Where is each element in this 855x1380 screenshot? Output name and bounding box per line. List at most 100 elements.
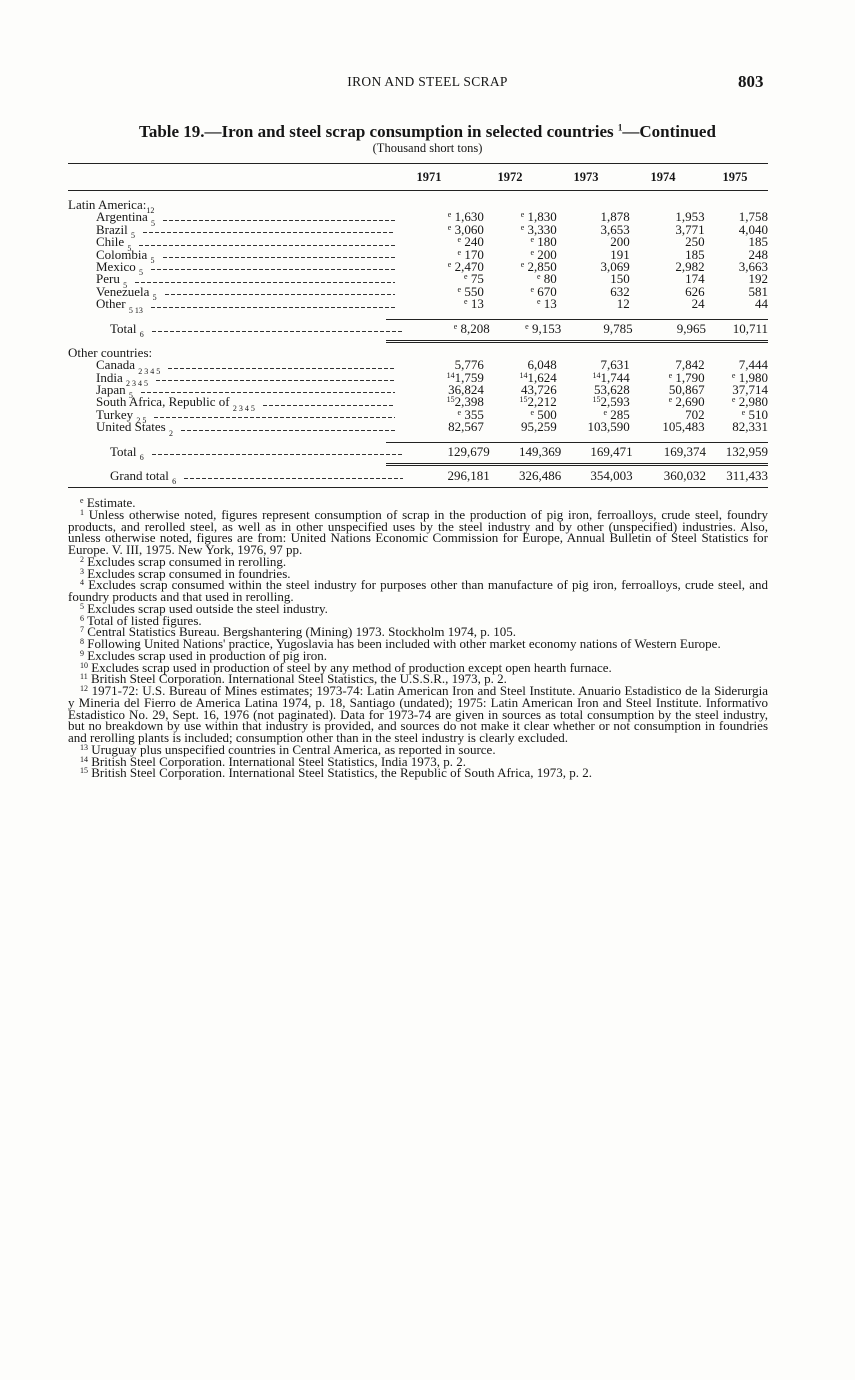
value-cell: 3,771 xyxy=(630,223,704,236)
row-label: Japan 5 xyxy=(68,382,401,400)
cell-note: e xyxy=(536,272,541,282)
cell-value: 500 xyxy=(537,406,557,422)
section-heading: Latin America: 12 xyxy=(68,196,768,216)
footnote-mark: 7 xyxy=(80,625,84,635)
cell-note: e xyxy=(447,259,452,269)
cell-value: 6,048 xyxy=(527,357,557,373)
dot-leader xyxy=(163,219,396,221)
cell-value: 169,374 xyxy=(663,443,706,459)
data-table: 1971 1972 1973 1974 1975 Latin America: 12 Arge… xyxy=(68,163,768,489)
footnote: 12 1971-72: U.S. Bureau of Mines estimat… xyxy=(68,684,768,744)
cell-value: 174 xyxy=(685,271,705,287)
value-cell: 185 xyxy=(705,235,768,248)
cell-value: 1,878 xyxy=(600,209,630,225)
column-header-1972: 1972 xyxy=(497,169,523,184)
footnote-mark: 13 xyxy=(80,742,88,752)
table-header-row: 1971 1972 1973 1974 1975 xyxy=(68,164,768,190)
cell-value: 129,679 xyxy=(447,443,490,459)
value-cell: 3,069 xyxy=(557,258,630,274)
row-label: Total 6 xyxy=(68,321,409,338)
footnote-text: Excludes scrap consumed within the steel… xyxy=(68,577,769,604)
cell-note: e xyxy=(530,235,535,245)
row-label-text: Turkey xyxy=(96,406,134,422)
dot-leader xyxy=(164,294,396,296)
cell-value: 632 xyxy=(610,283,630,299)
cell-note: e xyxy=(520,210,525,220)
cell-note: e xyxy=(464,272,468,282)
row-label-text: Brazil xyxy=(96,221,128,237)
section-heading: Other countries: xyxy=(68,346,768,359)
footnote-text: Excludes scrap used in production of ste… xyxy=(91,659,612,675)
row-label-text: Japan xyxy=(96,382,126,398)
cell-value: 2,212 xyxy=(527,394,557,410)
cell-value: 82,567 xyxy=(448,419,484,435)
value-cell: 82,567 xyxy=(401,419,484,435)
footnote-text: Uruguay plus unspecified countries in Ce… xyxy=(91,741,496,757)
value-cell: 3,663 xyxy=(705,258,768,274)
table-row: Japan 5 36,824 43,726 53,628 50,867 37,714 xyxy=(68,382,768,400)
header-rule xyxy=(68,190,768,191)
cell-note: e xyxy=(530,407,535,417)
value-cell: e 550 xyxy=(401,285,484,298)
table-row: Other 5 13 e 13 e 13 12 24 44 xyxy=(68,296,768,314)
cell-value: 1,758 xyxy=(738,209,768,225)
cell-note: 14 xyxy=(519,370,528,380)
cell-value: 296,181 xyxy=(447,468,490,484)
footnote-text: Unless otherwise noted, figures represen… xyxy=(68,506,768,557)
page-number: 803 xyxy=(738,72,764,91)
value-cell: 152,593 xyxy=(557,395,630,408)
value-cell: 360,032 xyxy=(633,469,706,482)
cell-value: 3,069 xyxy=(600,258,630,274)
value-cell: 169,471 xyxy=(561,443,633,459)
cell-value: 240 xyxy=(464,234,484,250)
value-cell: e 2,980 xyxy=(705,395,768,408)
value-cell: 12 xyxy=(557,297,630,310)
total-double-rule xyxy=(386,463,768,467)
cell-note: e xyxy=(464,297,468,307)
value-cell: 250 xyxy=(630,235,705,248)
value-cell: 152,212 xyxy=(484,394,557,410)
value-cell: e 355 xyxy=(401,408,484,421)
section-heading-label: Latin America: 12 xyxy=(68,196,155,216)
cell-value: 1,744 xyxy=(600,369,630,385)
value-cell: e 670 xyxy=(484,285,556,298)
row-label: Mexico 5 xyxy=(68,260,401,277)
cell-value: 169,471 xyxy=(590,443,633,459)
value-cell: 141,624 xyxy=(484,370,557,384)
spacer xyxy=(68,191,768,199)
cell-value: 2,690 xyxy=(675,394,705,410)
cell-value: 354,003 xyxy=(590,468,633,484)
footnote: 2 Excludes scrap consumed in rerolling. xyxy=(68,555,768,568)
dot-leader xyxy=(184,478,403,480)
cell-value: 53,628 xyxy=(594,382,630,398)
table-row: India 2 3 4 5 141,759 141,624 141,744 e 1,79… xyxy=(68,369,768,387)
footnote: 9 Excludes scrap used in production of p… xyxy=(68,649,768,662)
cell-value: 2,850 xyxy=(527,258,557,274)
cell-note: e xyxy=(453,321,458,331)
cell-note: 15 xyxy=(446,395,455,405)
value-cell: e 510 xyxy=(705,408,768,421)
total-double-rule xyxy=(386,339,768,343)
footnote-mark: 14 xyxy=(80,754,88,764)
row-label: Other 5 13 xyxy=(68,297,401,314)
row-label: Chile 5 xyxy=(68,235,401,252)
value-cell: e 75 xyxy=(401,272,484,285)
footnote-mark: 1 xyxy=(80,507,84,517)
value-cell: 7,444 xyxy=(705,358,768,371)
value-cell: e 3,330 xyxy=(484,223,557,236)
cell-note: e xyxy=(447,222,452,232)
cell-value: 3,663 xyxy=(738,258,768,274)
value-cell: 581 xyxy=(705,285,768,298)
cell-value: 9,153 xyxy=(531,320,562,336)
value-cell: 2,982 xyxy=(630,260,704,273)
cell-value: 43,726 xyxy=(521,382,557,398)
footnote-mark: 15 xyxy=(80,766,88,776)
value-cell: 248 xyxy=(705,248,768,261)
cell-value: 24 xyxy=(691,296,705,312)
cell-value: 3,060 xyxy=(454,221,484,237)
footnote: 1 Unless otherwise noted, figures repres… xyxy=(68,506,768,557)
footnotes: e Estimate. 1 Unless otherwise noted, fig… xyxy=(68,496,769,779)
cell-value: 95,259 xyxy=(521,419,557,435)
